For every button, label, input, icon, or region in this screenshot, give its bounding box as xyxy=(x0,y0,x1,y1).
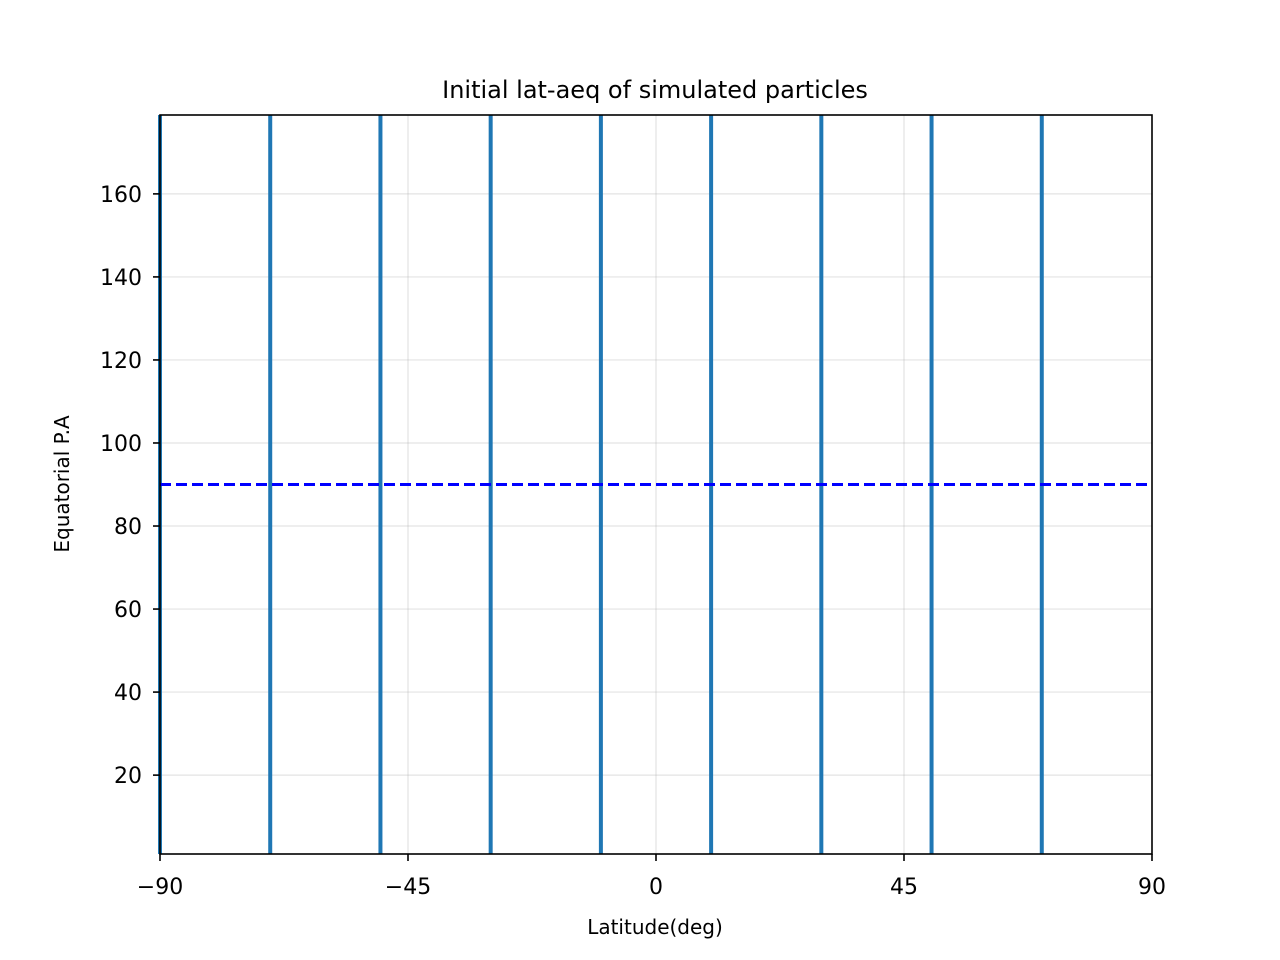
x-axis-label: Latitude(deg) xyxy=(587,915,723,939)
y-tick-label: 140 xyxy=(100,266,142,291)
y-tick-label: 80 xyxy=(114,515,142,540)
x-tick-label: −45 xyxy=(385,875,431,900)
y-tick-label: 160 xyxy=(100,183,142,208)
y-tick-label: 120 xyxy=(100,349,142,374)
plot-area: −90 −45 0 45 90 20 40 60 80 100 120 140 160 xyxy=(100,114,1166,900)
y-tick-label: 60 xyxy=(114,598,142,623)
y-axis-label: Equatorial P.A xyxy=(50,415,74,553)
x-tick-label: −90 xyxy=(137,875,183,900)
x-tick-label: 45 xyxy=(890,875,918,900)
x-tick-label: 90 xyxy=(1138,875,1166,900)
y-tick-label: 40 xyxy=(114,681,142,706)
y-tick-label: 20 xyxy=(114,764,142,789)
x-tick-label: 0 xyxy=(649,875,663,900)
chart-title: Initial lat-aeq of simulated particles xyxy=(442,76,868,104)
y-tick-label: 100 xyxy=(100,432,142,457)
